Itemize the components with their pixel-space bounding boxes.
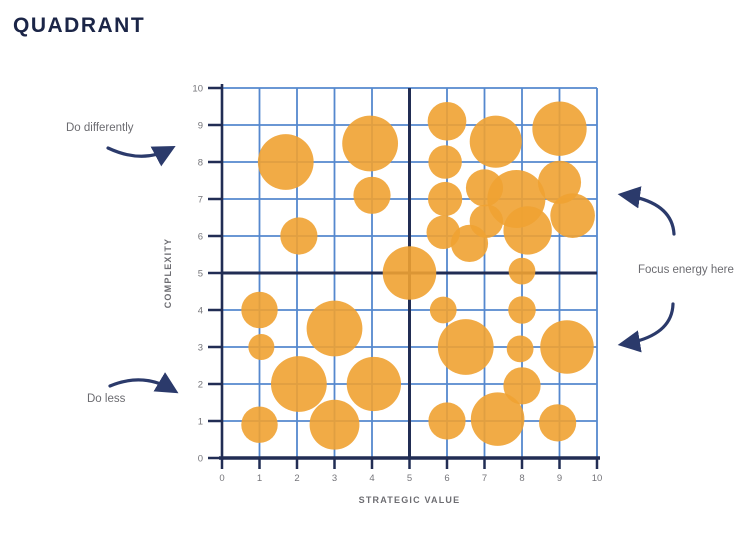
tick-label: 9 bbox=[557, 473, 562, 484]
tick-label: 2 bbox=[198, 380, 203, 391]
tick-label: 3 bbox=[332, 473, 337, 484]
tick-label: 4 bbox=[369, 473, 374, 484]
focus-energy-upper-arrow-icon bbox=[617, 186, 676, 236]
annotation-do-differently: Do differently bbox=[66, 122, 134, 134]
bubble bbox=[309, 399, 360, 450]
bubble bbox=[428, 145, 462, 179]
bubble bbox=[429, 296, 457, 324]
tick-label: 0 bbox=[198, 454, 203, 465]
bubble bbox=[248, 333, 275, 361]
bubble bbox=[241, 291, 278, 329]
tick-label: 5 bbox=[407, 473, 412, 484]
bubble bbox=[503, 206, 552, 255]
tick-label: 6 bbox=[444, 473, 449, 484]
tick-label: 8 bbox=[519, 473, 524, 484]
bubble bbox=[342, 115, 399, 172]
bubble bbox=[508, 257, 536, 285]
annotation-do-less: Do less bbox=[87, 393, 126, 405]
tick-label: 1 bbox=[257, 473, 262, 484]
bubble bbox=[470, 392, 525, 446]
tick-label: 3 bbox=[198, 343, 203, 354]
tick-label: 8 bbox=[198, 158, 203, 169]
tick-label: 10 bbox=[592, 473, 603, 484]
bubble bbox=[353, 176, 391, 214]
bubble bbox=[241, 406, 278, 443]
bubble bbox=[469, 204, 504, 238]
annotation-focus-energy-here: Focus energy here bbox=[638, 264, 734, 276]
bubble bbox=[508, 296, 536, 324]
tick-label: STRATEGIC VALUE bbox=[359, 495, 461, 505]
bubble bbox=[539, 404, 577, 442]
bubble bbox=[506, 335, 534, 363]
bubble bbox=[306, 300, 363, 357]
bubble bbox=[428, 402, 466, 440]
bubble bbox=[346, 356, 402, 412]
focus-energy-lower-arrow-icon bbox=[617, 302, 675, 353]
tick-label: 4 bbox=[198, 306, 203, 317]
y-axis-title: COMPLEXITY bbox=[163, 238, 173, 309]
bubble bbox=[270, 356, 327, 412]
bubble bbox=[280, 217, 318, 255]
tick-label: 9 bbox=[198, 121, 203, 132]
bubble bbox=[532, 101, 587, 156]
tick-label: 0 bbox=[219, 473, 224, 484]
bubble bbox=[257, 134, 314, 190]
page-title: QUADRANT bbox=[13, 14, 146, 37]
tick-label: 2 bbox=[294, 473, 299, 484]
tick-label: 6 bbox=[198, 232, 203, 243]
bubble bbox=[428, 181, 463, 217]
tick-label: 7 bbox=[198, 195, 203, 206]
bubble bbox=[540, 320, 594, 374]
bubble bbox=[382, 246, 437, 300]
do-less-arrow-icon bbox=[108, 372, 179, 394]
tick-label: 1 bbox=[198, 417, 203, 428]
tick-label: 10 bbox=[192, 84, 203, 95]
bubble bbox=[550, 193, 595, 238]
bubble bbox=[437, 319, 494, 375]
do-differently-arrow-icon bbox=[106, 145, 176, 167]
bubble bbox=[469, 115, 522, 168]
bubble bbox=[503, 367, 541, 405]
tick-label: 5 bbox=[198, 269, 203, 280]
bubble bbox=[537, 160, 582, 204]
bubble bbox=[427, 101, 467, 141]
tick-label: 7 bbox=[482, 473, 487, 484]
